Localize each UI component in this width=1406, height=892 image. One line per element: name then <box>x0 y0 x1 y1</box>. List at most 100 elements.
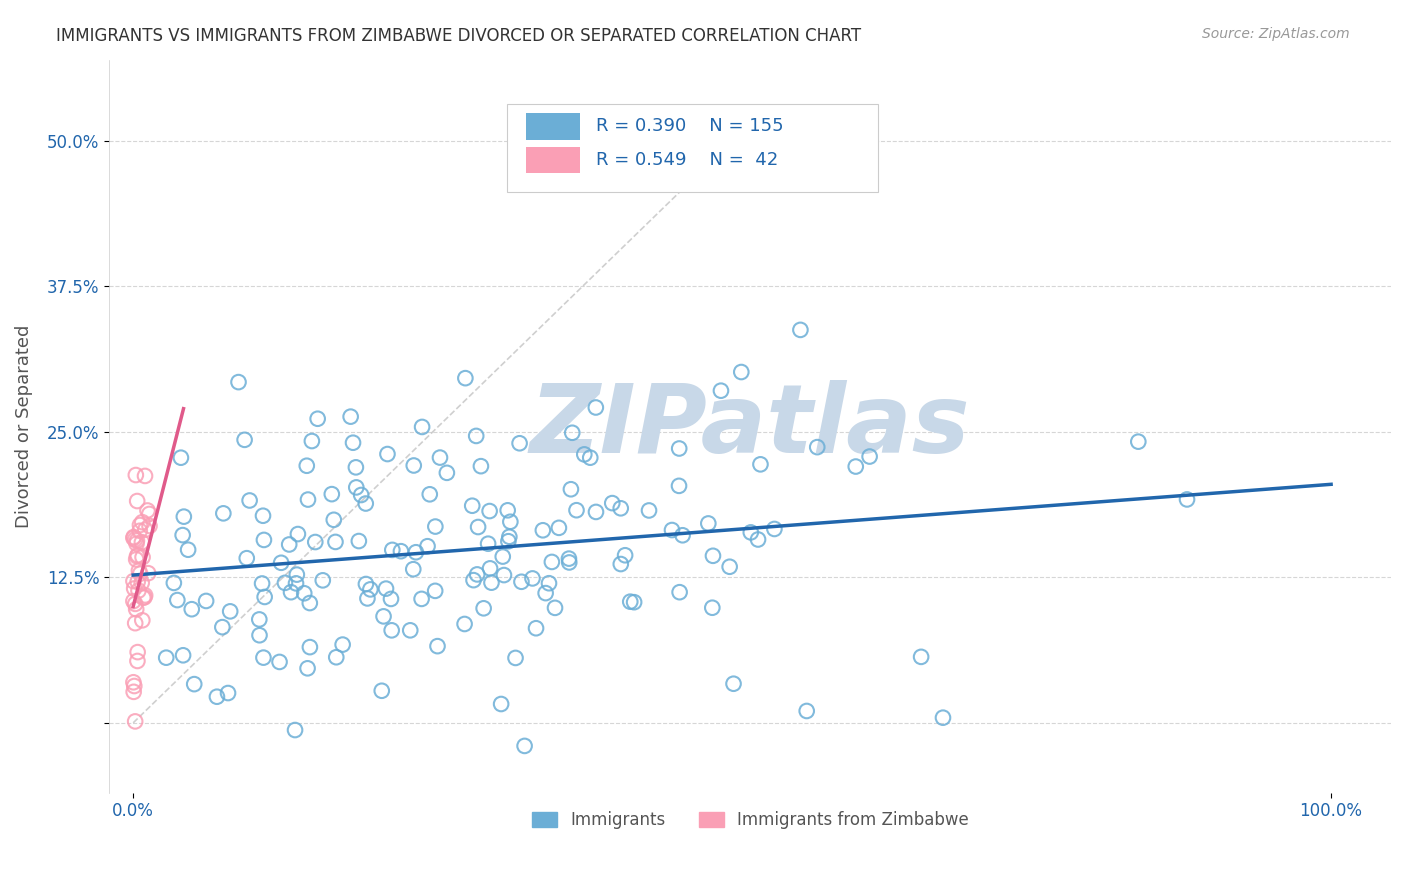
Point <box>163 575 186 590</box>
Point <box>932 711 955 725</box>
Point <box>125 533 148 548</box>
Point <box>342 435 364 450</box>
Point <box>339 409 361 424</box>
Point <box>128 564 150 578</box>
Point <box>1128 434 1150 449</box>
Point <box>419 487 441 501</box>
Point <box>124 679 146 693</box>
Point <box>125 552 148 566</box>
Point <box>541 555 564 569</box>
Point <box>411 420 433 434</box>
Point <box>280 585 302 599</box>
Point <box>461 499 484 513</box>
Point <box>544 600 567 615</box>
Point <box>796 704 818 718</box>
Point <box>125 549 148 564</box>
Point <box>436 466 458 480</box>
Point <box>614 548 637 562</box>
Point <box>132 591 155 605</box>
Point <box>477 537 499 551</box>
Point <box>375 582 398 596</box>
Point <box>129 566 152 581</box>
Point <box>298 596 321 610</box>
Point <box>124 714 146 729</box>
Point <box>228 375 250 389</box>
Point <box>723 677 745 691</box>
Point <box>127 645 149 659</box>
Point <box>470 459 492 474</box>
Point <box>134 523 156 537</box>
Point <box>411 591 433 606</box>
Point <box>122 531 145 545</box>
Point <box>177 542 200 557</box>
Point <box>325 535 347 549</box>
Point <box>205 690 228 704</box>
Point <box>558 551 581 566</box>
Point <box>405 545 427 559</box>
Point <box>702 600 724 615</box>
Point <box>463 573 485 587</box>
Point <box>859 450 882 464</box>
Point <box>253 590 276 604</box>
Point <box>219 604 242 618</box>
Point <box>416 539 439 553</box>
Point <box>749 458 772 472</box>
Point <box>249 628 271 642</box>
Point <box>499 515 522 529</box>
Point <box>125 468 148 483</box>
Point <box>287 527 309 541</box>
Point <box>131 575 153 590</box>
Point <box>138 507 160 521</box>
Point <box>131 613 153 627</box>
Point <box>585 401 607 415</box>
Point <box>558 556 581 570</box>
Point <box>402 562 425 576</box>
Point <box>806 440 828 454</box>
Point <box>312 574 335 588</box>
Point <box>579 450 602 465</box>
Point <box>304 535 326 549</box>
Point <box>285 567 308 582</box>
Point <box>134 589 156 603</box>
Point <box>321 487 343 501</box>
FancyBboxPatch shape <box>526 113 579 139</box>
Point <box>128 524 150 538</box>
Point <box>730 365 752 379</box>
Point <box>609 501 631 516</box>
Point <box>134 469 156 483</box>
Point <box>454 371 477 385</box>
Point <box>195 594 218 608</box>
Point <box>1175 492 1198 507</box>
Point <box>479 561 502 575</box>
Point <box>763 522 786 536</box>
Point <box>274 575 297 590</box>
Point <box>239 493 262 508</box>
Point <box>671 528 693 542</box>
Point <box>845 459 868 474</box>
Point <box>381 624 404 638</box>
Point <box>138 519 160 533</box>
Point <box>122 582 145 596</box>
Point <box>131 550 153 565</box>
Text: Source: ZipAtlas.com: Source: ZipAtlas.com <box>1202 27 1350 41</box>
Point <box>492 549 515 564</box>
Point <box>425 519 447 533</box>
Point <box>610 557 633 571</box>
Point <box>359 582 381 597</box>
Point <box>122 530 145 544</box>
Point <box>307 411 329 425</box>
Point <box>740 525 762 540</box>
Point <box>465 567 488 582</box>
Text: R = 0.549    N =  42: R = 0.549 N = 42 <box>596 151 779 169</box>
Point <box>585 505 607 519</box>
Point <box>155 650 177 665</box>
Point <box>747 533 769 547</box>
Point <box>131 535 153 549</box>
Point <box>356 591 378 606</box>
Point <box>537 576 560 591</box>
Point <box>125 602 148 616</box>
Point <box>212 506 235 520</box>
Point <box>548 521 571 535</box>
Point <box>496 503 519 517</box>
Point <box>332 638 354 652</box>
